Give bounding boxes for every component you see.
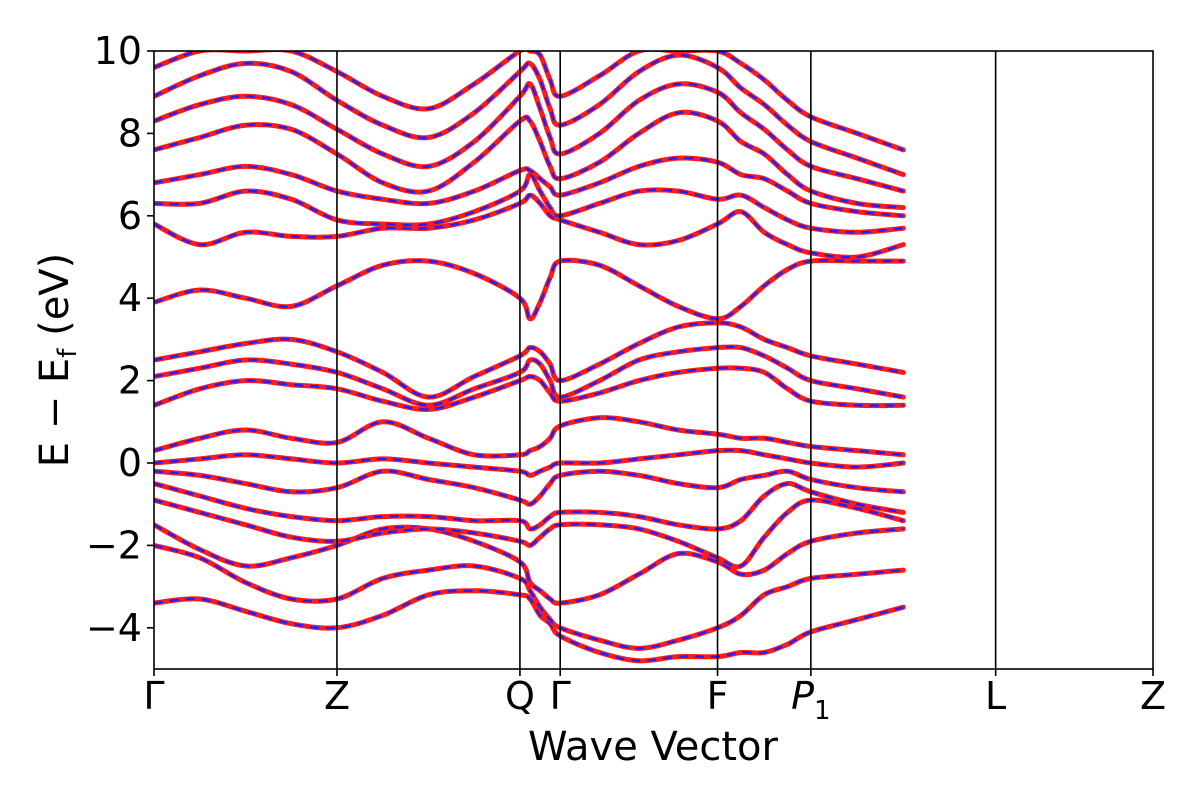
band-9-solid-line [154,344,906,408]
band-17-solid-line [154,52,906,178]
y-tick-label: 8 [118,111,142,155]
y-axis-title-subscript: f [53,348,83,358]
band-4-dashed-line [154,482,904,531]
y-axis-title: E − Ef (eV) [32,253,83,468]
x-tick-label: Q [505,674,535,718]
x-tick-label: L [985,674,1006,718]
x-tick-label: Γ [143,674,164,718]
y-tick-label: 0 [118,441,142,485]
band-16-dashed-line [154,82,904,193]
y-tick-label: −4 [86,606,142,650]
y-axis-title-unit: (eV) [32,253,78,349]
y-axis-ticks: −4 −2 0 2 4 6 8 10 [86,29,154,650]
band-0-solid-line [154,588,906,664]
band-17-dashed-line [154,53,904,176]
plot-frame [153,50,1154,670]
x-tick-label: Z [324,674,350,718]
y-axis-title-main: E − E [32,358,78,468]
band-3-dashed-line [154,498,904,568]
y-tick-label: 4 [118,276,142,320]
x-tick-label: Z [1140,674,1166,718]
x-tick-label: Γ [550,674,571,718]
y-tick-label: 2 [118,359,142,403]
x-tick-label: F [707,674,729,718]
band-18-dashed-line [154,51,904,152]
band-13-solid-line [154,172,906,235]
band-1-dashed-line [154,544,904,650]
band-12-dashed-line [154,193,904,259]
band-11-solid-line [154,257,906,322]
x-axis-ticks: Γ Z Q Γ F P1 L Z [143,669,1166,726]
band-lines [154,51,906,664]
x-axis-title: Wave Vector [528,724,779,770]
band-14-solid-line [154,155,906,219]
band-12-solid-line [154,192,906,260]
band-7-dashed-line [154,416,904,458]
y-tick-label: 6 [118,194,142,238]
band-3-solid-line [154,497,906,570]
y-tick-label: −2 [86,523,142,567]
y-tick-label: 10 [94,29,142,73]
band-15-dashed-line [154,111,904,209]
band-6-dashed-line [154,448,904,477]
band-11-dashed-line [154,259,904,321]
band-5-dashed-line [154,469,904,506]
band-0-dashed-line [154,589,904,663]
band-2-dashed-line [154,523,904,605]
band-8-solid-line [154,365,906,412]
x-tick-label: P1 [791,674,830,726]
k-point-vertical-lines [336,51,997,669]
band-8-dashed-line [154,366,904,411]
band-10-dashed-line [154,321,904,399]
band-13-dashed-line [154,173,904,234]
